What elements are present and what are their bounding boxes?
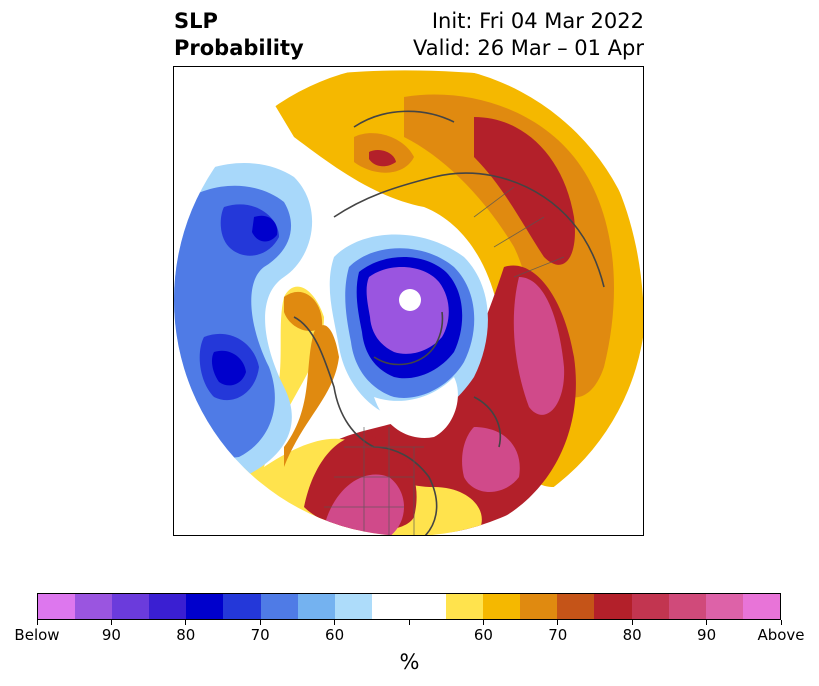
colorbar-segment (483, 594, 521, 619)
colorbar-tick (780, 620, 782, 625)
title-variable: SLP (174, 9, 218, 33)
colorbar-segment (186, 594, 224, 619)
colorbar-tick (110, 620, 112, 625)
colorbar-tick-label: 60 (325, 626, 345, 644)
colorbar-tick (706, 620, 708, 625)
colorbar-segment (446, 594, 484, 619)
title-quantity: Probability (174, 36, 304, 60)
colorbar-segment (631, 594, 669, 619)
colorbar-tick-label: 80 (622, 626, 642, 644)
probability-map (174, 67, 643, 535)
colorbar-tick (557, 620, 559, 625)
colorbar-segment (594, 594, 632, 619)
colorbar-tick (631, 620, 633, 625)
colorbar (37, 593, 781, 620)
map-panel (173, 66, 644, 536)
colorbar-tick-label: 60 (473, 626, 493, 644)
forecast-dates: Init: Fri 04 Mar 2022 Valid: 26 Mar – 01… (413, 8, 644, 62)
map-title: SLP Probability (174, 8, 304, 62)
colorbar-tick (36, 620, 38, 625)
colorbar-tick (334, 620, 336, 625)
colorbar-segment (112, 594, 150, 619)
colorbar-tick-label: Below (14, 626, 60, 644)
colorbar-segment (371, 594, 409, 619)
colorbar-tick-label: 70 (250, 626, 270, 644)
colorbar-ticks (0, 620, 819, 626)
colorbar-tick-label: 90 (697, 626, 717, 644)
colorbar-tick-label: Above (757, 626, 805, 644)
colorbar-tick (408, 620, 410, 625)
colorbar-segment (668, 594, 706, 619)
above-region-north-america (243, 286, 482, 535)
colorbar-segment (334, 594, 372, 619)
colorbar-tick (185, 620, 187, 625)
colorbar-segment (75, 594, 113, 619)
colorbar-segment (705, 594, 743, 619)
colorbar-segment (408, 594, 447, 619)
colorbar-segment (260, 594, 298, 619)
colorbar-segment (149, 594, 187, 619)
colorbar-tick-label: 80 (176, 626, 196, 644)
colorbar-segment (297, 594, 335, 619)
colorbar-tick (482, 620, 484, 625)
valid-range: Valid: 26 Mar – 01 Apr (413, 36, 644, 60)
colorbar-segment (223, 594, 261, 619)
colorbar-tick (259, 620, 261, 625)
colorbar-tick-label: 90 (101, 626, 121, 644)
init-date: Init: Fri 04 Mar 2022 (431, 9, 644, 33)
colorbar-tick-label: 70 (548, 626, 568, 644)
colorbar-tick-labels: Below 90 80 70 60 60 70 80 90 Above (0, 626, 819, 646)
colorbar-segment (520, 594, 558, 619)
colorbar-segment (38, 594, 76, 619)
colorbar-unit: % (399, 650, 420, 674)
colorbar-segment (742, 594, 780, 619)
colorbar-segment (557, 594, 595, 619)
